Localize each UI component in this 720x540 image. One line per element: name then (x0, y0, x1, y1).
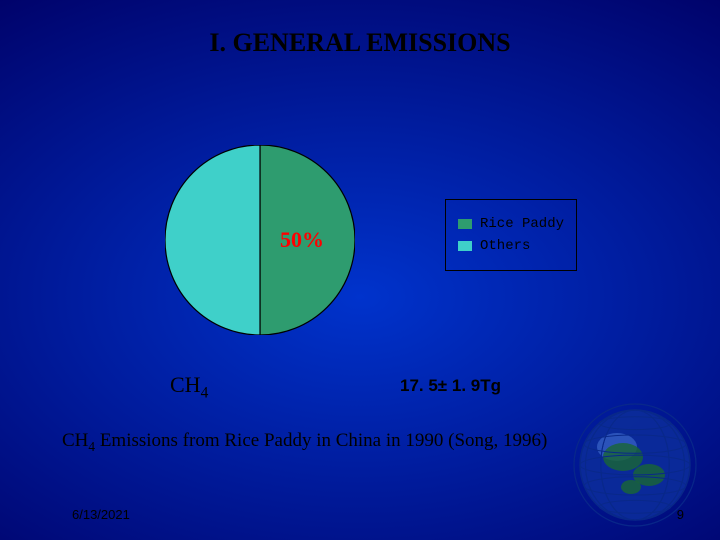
legend-swatch (458, 219, 472, 229)
ch4-value: 17. 5± 1. 9Tg (400, 376, 501, 396)
caption-rest: Emissions from Rice Paddy in China in 19… (95, 430, 547, 451)
legend-box: Rice Paddy Others (445, 199, 577, 271)
legend-label: Rice Paddy (480, 216, 564, 232)
slide-title: I. GENERAL EMISSIONS (0, 28, 720, 58)
legend-item: Rice Paddy (458, 216, 564, 232)
ch4-subscript: 4 (201, 384, 209, 401)
legend-swatch (458, 241, 472, 251)
pie-chart: 50% (165, 145, 355, 340)
footer-date: 6/13/2021 (72, 507, 130, 522)
pie-center-label: 50% (280, 227, 324, 253)
pie-slice (165, 145, 260, 335)
legend-item: Others (458, 238, 564, 254)
caption: CH4 Emissions from Rice Paddy in China i… (62, 430, 547, 455)
chart-area: 50% Rice Paddy Others (165, 145, 605, 365)
ch4-base: CH (170, 372, 201, 397)
legend-label: Others (480, 238, 530, 254)
footer-page-number: 9 (677, 507, 684, 522)
slide: I. GENERAL EMISSIONS 50% Rice Paddy Other… (0, 0, 720, 540)
pie-svg (165, 145, 355, 335)
ch4-species-label: CH4 (170, 372, 208, 402)
caption-ch4-base: CH (62, 430, 88, 451)
